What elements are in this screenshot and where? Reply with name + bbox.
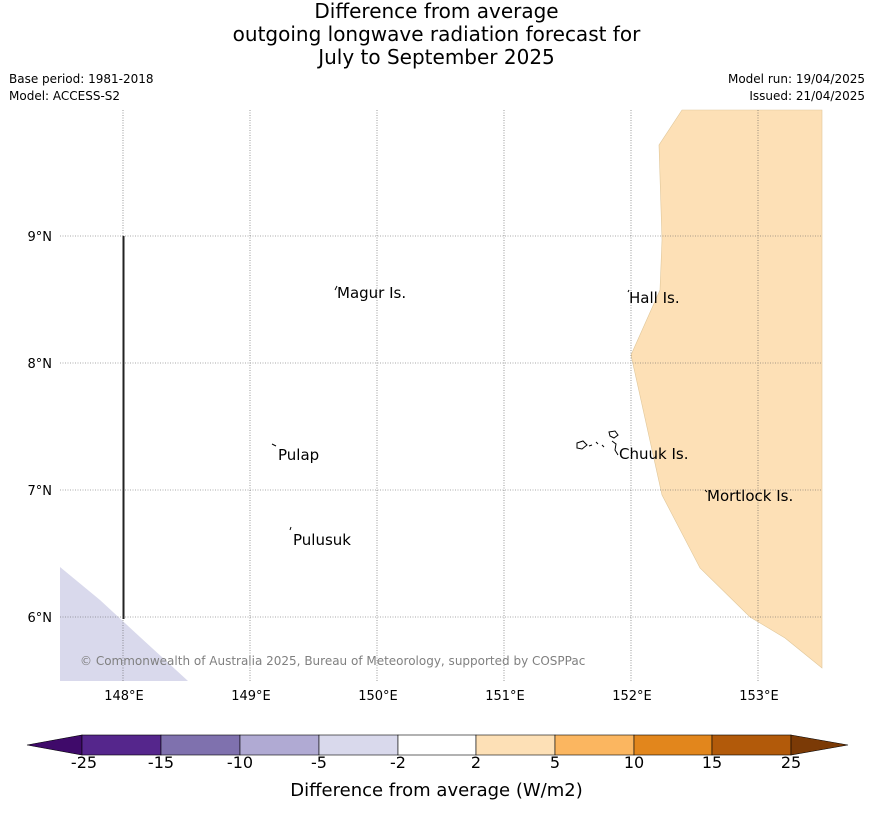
- base-period: Base period: 1981-2018: [9, 72, 154, 86]
- magur-island-marker: [334, 285, 338, 291]
- place-label-pulusuk: Pulusuk: [293, 531, 351, 549]
- anomaly-region-positive: [630, 109, 823, 669]
- model-name: Model: ACCESS-S2: [9, 89, 121, 103]
- anomaly-region-negative: [60, 567, 188, 681]
- colorbar: [26, 734, 849, 756]
- place-label-hall: Hall Is.: [629, 289, 680, 307]
- pulusuk-island-marker: [289, 526, 292, 531]
- place-label-mortlock: Mortlock Is.: [707, 487, 793, 505]
- colorbar-bin-1: [81, 734, 162, 756]
- pulap-island-marker: [271, 443, 277, 447]
- colorbar-tick-label: 25: [780, 753, 802, 772]
- forecast-map: Magur Is. Hall Is. Pulap Chuuk Is. Mortl…: [28, 109, 823, 700]
- island-outlines: [271, 285, 708, 531]
- model-run-date: Model run: 19/04/2025: [727, 72, 865, 86]
- lon-label-149e: 149°E: [231, 689, 271, 700]
- copyright-notice: © Commonwealth of Australia 2025, Bureau…: [80, 654, 585, 668]
- lon-label-148e: 148°E: [104, 689, 144, 700]
- colorbar-tick-label: -10: [226, 753, 254, 772]
- colorbar-bin-8: [633, 734, 713, 756]
- issued-date: Issued: 21/04/2025: [749, 89, 865, 103]
- lon-label-150e: 150°E: [358, 689, 398, 700]
- title-line-2: outgoing longwave radiation forecast for: [232, 22, 641, 46]
- place-label-pulap: Pulap: [278, 446, 319, 464]
- meta-right: Model run: 19/04/2025 Issued: 21/04/2025: [728, 71, 865, 105]
- lon-label-152e: 152°E: [612, 689, 652, 700]
- colorbar-bin-5: [397, 734, 477, 756]
- colorbar-bin-3: [239, 734, 320, 756]
- colorbar-tick-label: 15: [701, 753, 723, 772]
- colorbar-bin-9: [711, 734, 792, 756]
- title-line-3: July to September 2025: [318, 45, 555, 69]
- mortlock-island-marker: [704, 489, 708, 493]
- chart-title: Difference from average outgoing longwav…: [0, 0, 873, 69]
- place-label-magur: Magur Is.: [337, 284, 406, 302]
- colorbar-bin-4: [318, 734, 399, 756]
- place-label-chuuk: Chuuk Is.: [619, 445, 688, 463]
- title-line-1: Difference from average: [314, 0, 559, 23]
- colorbar-tick-label: 5: [549, 753, 561, 772]
- colorbar-extend-max: [790, 734, 849, 756]
- colorbar-title: Difference from average (W/m2): [290, 780, 583, 801]
- meta-left: Base period: 1981-2018 Model: ACCESS-S2: [9, 71, 154, 105]
- lon-label-153e: 153°E: [739, 689, 779, 700]
- colorbar-tick-label: 2: [470, 753, 482, 772]
- colorbar-tick-label: -5: [311, 753, 327, 772]
- colorbar-tick-label: 10: [623, 753, 645, 772]
- colorbar-tick-label: -15: [147, 753, 175, 772]
- colorbar-bin-6: [475, 734, 556, 756]
- colorbar-bin-2: [160, 734, 241, 756]
- lat-label-7n: 7°N: [28, 484, 53, 499]
- lon-label-151e: 151°E: [485, 689, 525, 700]
- chuuk-island-marker: [576, 430, 619, 456]
- colorbar-tick-label: -25: [70, 753, 98, 772]
- lat-label-6n: 6°N: [28, 611, 53, 626]
- colorbar-bin-7: [554, 734, 635, 756]
- lat-label-8n: 8°N: [28, 357, 53, 372]
- colorbar-tick-label: -2: [390, 753, 406, 772]
- lat-label-9n: 9°N: [28, 230, 53, 245]
- colorbar-extend-min: [26, 734, 83, 756]
- hall-island-marker: [627, 289, 630, 293]
